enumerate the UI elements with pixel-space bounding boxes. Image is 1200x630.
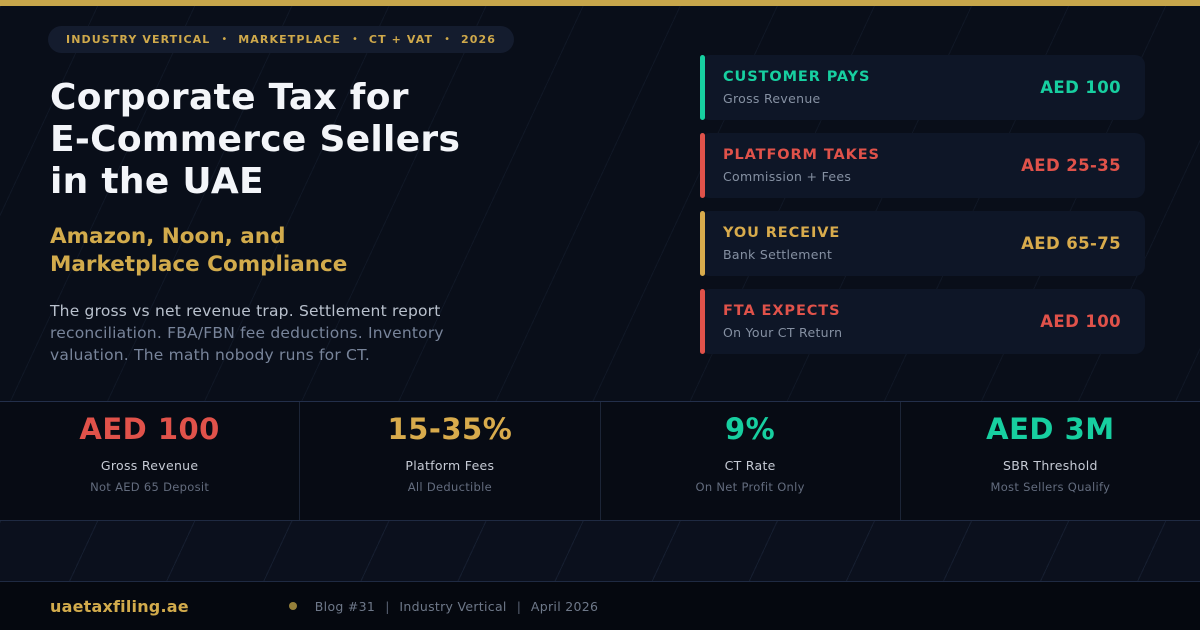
breadcrumb-item-year: 2026 (461, 33, 497, 46)
card-value: AED 65-75 (1021, 234, 1121, 253)
card-value: AED 100 (1040, 78, 1121, 97)
hero-left-column: INDUSTRY VERTICAL • MARKETPLACE • CT + V… (48, 26, 670, 366)
stat-sbr-threshold: AED 3M SBR Threshold Most Sellers Qualif… (899, 402, 1200, 520)
stat-gross-revenue: AED 100 Gross Revenue Not AED 65 Deposit (0, 402, 299, 520)
title-line-2: E-Commerce Sellers (50, 119, 461, 160)
card-accent-bar (700, 55, 705, 120)
stat-value: 15-35% (387, 412, 513, 446)
footer-date: April 2026 (530, 598, 599, 614)
stat-label: Platform Fees (405, 457, 495, 473)
dot-icon (288, 602, 297, 610)
breadcrumb-item-industry-vertical: INDUSTRY VERTICAL (66, 33, 211, 46)
footer-separator: | (516, 598, 521, 614)
hero-description: The gross vs net revenue trap. Settlemen… (50, 300, 452, 366)
flow-card-list: CUSTOMER PAYS Gross Revenue AED 100 PLAT… (700, 55, 1145, 367)
footer-meta: Blog #31 | Industry Vertical | April 202… (315, 599, 598, 614)
card-title: CUSTOMER PAYS (723, 69, 871, 85)
card-value: AED 100 (1040, 312, 1121, 331)
card-value: AED 25-35 (1021, 156, 1121, 175)
page-title: Corporate Tax for E-Commerce Sellers in … (50, 77, 670, 203)
card-title: FTA EXPECTS (723, 303, 841, 319)
top-accent-bar (0, 0, 1200, 6)
hero-description-lead: The gross vs net revenue trap. Settlemen… (50, 302, 441, 320)
stat-label: CT Rate (724, 457, 776, 473)
flow-card-fta-expects: FTA EXPECTS On Your CT Return AED 100 (700, 289, 1145, 354)
stat-sublabel: All Deductible (407, 479, 492, 494)
card-text-group: FTA EXPECTS On Your CT Return (723, 303, 842, 340)
stat-label: Gross Revenue (100, 457, 199, 473)
stat-sublabel: On Net Profit Only (695, 479, 805, 494)
hero-description-rest: reconciliation. FBA/FBN fee deductions. … (50, 324, 444, 364)
card-text-group: PLATFORM TAKES Commission + Fees (723, 147, 880, 184)
subtitle-line-2: Marketplace Compliance (50, 252, 348, 277)
brand-link[interactable]: uaetaxfiling.ae (50, 596, 189, 616)
card-title: YOU RECEIVE (723, 225, 841, 241)
card-subtitle: Commission + Fees (723, 169, 852, 184)
stat-value: AED 3M (986, 412, 1115, 446)
card-subtitle: Bank Settlement (723, 247, 833, 262)
card-accent-bar (700, 133, 705, 198)
breadcrumb-separator: • (352, 34, 358, 45)
card-title: PLATFORM TAKES (723, 147, 880, 163)
breadcrumb-item-ct-vat: CT + VAT (368, 33, 434, 46)
card-accent-bar (700, 211, 705, 276)
card-subtitle: On Your CT Return (723, 325, 843, 340)
title-line-1: Corporate Tax for (50, 77, 409, 118)
page-subtitle: Amazon, Noon, and Marketplace Compliance (50, 223, 670, 279)
breadcrumb-separator: • (444, 34, 451, 45)
breadcrumb: INDUSTRY VERTICAL • MARKETPLACE • CT + V… (48, 26, 515, 53)
stat-label: SBR Threshold (1003, 457, 1098, 473)
footer-category: Industry Vertical (399, 598, 507, 614)
card-text-group: CUSTOMER PAYS Gross Revenue (723, 69, 870, 106)
flow-card-you-receive: YOU RECEIVE Bank Settlement AED 65-75 (700, 211, 1145, 276)
footer-separator: | (385, 598, 390, 614)
diagonal-pattern-band (0, 520, 1200, 582)
stat-ct-rate: 9% CT Rate On Net Profit Only (599, 402, 900, 520)
card-subtitle: Gross Revenue (723, 91, 821, 106)
card-accent-bar (700, 289, 705, 354)
hero-section: INDUSTRY VERTICAL • MARKETPLACE • CT + V… (0, 6, 1200, 401)
stats-band: AED 100 Gross Revenue Not AED 65 Deposit… (0, 401, 1200, 520)
stat-sublabel: Most Sellers Qualify (990, 479, 1111, 494)
footer: uaetaxfiling.ae Blog #31 | Industry Vert… (0, 582, 1200, 630)
title-line-3: in the UAE (50, 161, 264, 202)
flow-card-customer-pays: CUSTOMER PAYS Gross Revenue AED 100 (700, 55, 1145, 120)
stat-platform-fees: 15-35% Platform Fees All Deductible (299, 402, 599, 520)
card-text-group: YOU RECEIVE Bank Settlement (723, 225, 840, 262)
breadcrumb-item-marketplace: MARKETPLACE (238, 33, 342, 46)
subtitle-line-1: Amazon, Noon, and (50, 224, 286, 249)
breadcrumb-separator: • (221, 34, 228, 45)
footer-blog-number: Blog #31 (314, 598, 376, 614)
stat-value: 9% (725, 412, 776, 446)
stat-value: AED 100 (79, 412, 220, 446)
flow-card-platform-takes: PLATFORM TAKES Commission + Fees AED 25-… (700, 133, 1145, 198)
stat-sublabel: Not AED 65 Deposit (90, 479, 210, 494)
